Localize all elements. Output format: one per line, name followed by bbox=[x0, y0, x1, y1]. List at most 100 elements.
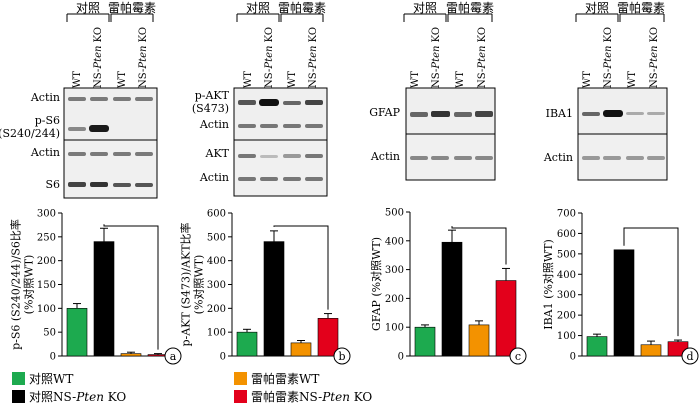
panel-b-blot: 对照 雷帕霉素 WT NS-Pten KO WT NS-Pten KO p-AK… bbox=[192, 0, 328, 197]
bar-rapa-ko bbox=[317, 318, 339, 357]
y-axis-label: GFAP (%对照WT) bbox=[369, 237, 383, 331]
header-control: 对照 bbox=[76, 1, 100, 15]
y-tick-label: 600 bbox=[207, 209, 226, 220]
lane-label-ko: NS-Pten KO bbox=[264, 27, 275, 88]
panel-letter-circle bbox=[333, 347, 351, 365]
lane-label-wt: WT bbox=[455, 71, 466, 88]
y-tick-label: 150 bbox=[37, 280, 56, 291]
panel-c-blot: 对照 雷帕霉素 WT NS-Pten KO WT NS-Pten KO GFAP… bbox=[369, 0, 496, 181]
blot-membrane bbox=[233, 87, 328, 141]
bands bbox=[68, 97, 153, 187]
lane-label-wt: WT bbox=[72, 71, 83, 88]
legend-label-control-wt: 对照WT bbox=[29, 372, 73, 386]
bar-control-ko bbox=[93, 241, 115, 357]
header-bracket bbox=[236, 13, 280, 22]
header-bracket bbox=[110, 13, 154, 22]
bar-chart-a: 0 50 100 150 200 250 300 p-S6 (S240/244)/S6比率 (%… bbox=[9, 209, 182, 365]
bar-rapa-ko bbox=[495, 280, 517, 357]
header-bracket bbox=[619, 13, 665, 22]
legend-label-rapa-ko: 雷帕雷素NS-Pten KO bbox=[251, 389, 372, 404]
legend-label-control-ko: 对照NS-Pten KO bbox=[29, 390, 126, 404]
y-tick-label: 100 bbox=[207, 328, 226, 339]
blot-label: p-S6 bbox=[35, 114, 60, 127]
comparison-bracket bbox=[273, 225, 329, 310]
y-tick-label: 100 bbox=[557, 331, 576, 342]
bar-rapa-wt bbox=[290, 342, 312, 357]
lane-label-wt: WT bbox=[410, 71, 421, 88]
legend-swatch-rapa-wt bbox=[234, 372, 247, 385]
legend-label-rapa-wt: 雷帕雷素WT bbox=[251, 371, 319, 386]
blot-membrane bbox=[233, 139, 328, 197]
bar-control-wt bbox=[66, 308, 88, 357]
blot-label: Actin bbox=[370, 150, 400, 163]
y-tick-label: 200 bbox=[385, 294, 404, 305]
header-rapamycin: 雷帕霉素 bbox=[108, 0, 156, 15]
header-control: 对照 bbox=[246, 1, 270, 15]
legend-swatch-rapa-ko bbox=[234, 390, 247, 403]
y-axis-label: p-S6 (S240/244)/S6比率 bbox=[9, 219, 23, 350]
header-bracket bbox=[403, 13, 447, 22]
y-tick-label: 100 bbox=[385, 323, 404, 334]
bands bbox=[238, 99, 323, 181]
y-tick-label: 50 bbox=[43, 328, 56, 339]
bands bbox=[410, 111, 493, 160]
panel-letter: a bbox=[170, 350, 177, 363]
bands bbox=[582, 110, 665, 160]
blot-label: Actin bbox=[543, 151, 573, 164]
y-tick-label: 500 bbox=[207, 232, 226, 243]
y-tick-label: 400 bbox=[207, 256, 226, 267]
header-rapamycin: 雷帕霉素 bbox=[617, 0, 665, 15]
y-tick-label: 0 bbox=[398, 352, 404, 363]
y-tick-label: 300 bbox=[207, 280, 226, 291]
lane-label-ko: NS-Pten KO bbox=[93, 27, 104, 88]
y-tick-label: 200 bbox=[207, 304, 226, 315]
bar-chart-d: 0 100 200 300 400 500 600 700 IBA1 (%对照WT) d bbox=[541, 209, 699, 365]
legend: 对照WT 对照NS-Pten KO 雷帕雷素WT 雷帕雷素NS-Pten KO bbox=[12, 371, 372, 404]
blot-label: S6 bbox=[45, 178, 60, 191]
blot-membrane bbox=[63, 139, 158, 199]
blot-label: Actin bbox=[199, 171, 229, 184]
y-axis-label: IBA1 (%对照WT) bbox=[541, 239, 555, 330]
legend-swatch-control-wt bbox=[12, 372, 25, 385]
comparison-bracket bbox=[623, 227, 679, 337]
y-tick-label: 600 bbox=[557, 229, 576, 240]
bar-control-wt bbox=[236, 331, 258, 357]
header-bracket bbox=[280, 13, 324, 22]
panel-letter: d bbox=[686, 350, 693, 363]
lane-label-wt: WT bbox=[582, 71, 593, 88]
y-tick-label: 400 bbox=[385, 236, 404, 247]
y-tick-label: 500 bbox=[385, 208, 404, 219]
y-tick-label: 700 bbox=[557, 209, 576, 220]
blot-label: p-AKT bbox=[195, 89, 230, 102]
y-tick-label: 500 bbox=[557, 249, 576, 260]
y-tick-label: 100 bbox=[37, 304, 56, 315]
y-axis-label: (%对照WT) bbox=[192, 255, 206, 315]
blot-label: AKT bbox=[205, 147, 230, 160]
lane-label-wt: WT bbox=[243, 71, 254, 88]
bar-chart-b: 0 100 200 300 400 500 600 p-AKT (S473)/AKT比率 (%对… bbox=[179, 209, 351, 365]
panel-a-blot: 对照 雷帕霉素 WT NS-Pten KO WT NS-Pten KO Acti… bbox=[0, 0, 158, 199]
y-tick-label: 250 bbox=[37, 232, 56, 243]
panel-letter: c bbox=[515, 350, 521, 363]
blot-label: Actin bbox=[199, 118, 229, 131]
lane-label-wt: WT bbox=[117, 71, 128, 88]
bar-rapa-wt bbox=[468, 324, 490, 357]
y-tick-label: 0 bbox=[50, 352, 56, 363]
comparison-bracket bbox=[103, 224, 159, 350]
y-tick-label: 200 bbox=[37, 256, 56, 267]
lane-label-ko: NS-Pten KO bbox=[603, 27, 614, 88]
y-axis-label: p-AKT (S473)/AKT比率 bbox=[179, 222, 193, 346]
header-control: 对照 bbox=[413, 1, 437, 15]
lane-label-ko: NS-Pten KO bbox=[308, 27, 319, 88]
panel-letter-circle bbox=[681, 347, 699, 365]
bar-rapa-wt bbox=[640, 344, 662, 357]
blot-label: IBA1 bbox=[546, 107, 573, 120]
y-tick-label: 400 bbox=[557, 270, 576, 281]
header-control: 对照 bbox=[585, 1, 609, 15]
lane-label-ko: NS-Pten KO bbox=[431, 27, 442, 88]
y-axis-label: (%对照WT) bbox=[22, 255, 36, 315]
blot-label: (S473) bbox=[192, 102, 229, 115]
bar-control-wt bbox=[586, 336, 608, 357]
blot-label: Actin bbox=[30, 91, 60, 104]
